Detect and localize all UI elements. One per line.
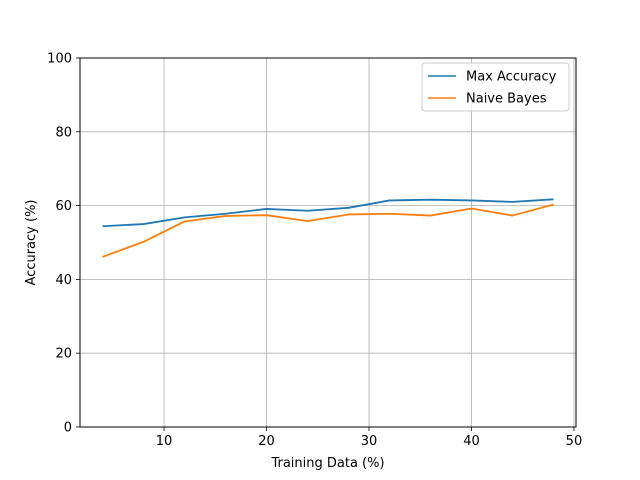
series-line-naive-bayes bbox=[102, 203, 554, 258]
axis-ticks: 10 20 30 40 50 0 20 40 60 80 100 bbox=[47, 52, 582, 450]
y-tick-label: 0 bbox=[64, 421, 72, 436]
x-tick-label: 40 bbox=[463, 434, 480, 449]
y-tick-label: 20 bbox=[55, 347, 72, 362]
legend-label-naive-bayes: Naive Bayes bbox=[466, 92, 547, 107]
legend-label-max-accuracy: Max Accuracy bbox=[466, 70, 557, 85]
x-axis-label: Training Data (%) bbox=[270, 456, 384, 471]
legend: Max Accuracy Naive Bayes bbox=[421, 62, 570, 112]
series-line-max-accuracy bbox=[102, 198, 554, 228]
legend-box bbox=[421, 62, 570, 112]
x-tick-label: 20 bbox=[258, 434, 275, 449]
y-tick-label: 100 bbox=[47, 52, 72, 67]
x-tick-label: 30 bbox=[361, 434, 378, 449]
y-tick-label: 60 bbox=[55, 199, 72, 214]
y-tick-label: 40 bbox=[55, 273, 72, 288]
y-axis-label: Accuracy (%) bbox=[24, 200, 39, 286]
series-layer bbox=[102, 198, 554, 258]
y-tick-label: 80 bbox=[55, 125, 72, 140]
x-tick-label: 50 bbox=[566, 434, 583, 449]
x-tick-label: 10 bbox=[156, 434, 173, 449]
plot-frame bbox=[79, 57, 577, 428]
